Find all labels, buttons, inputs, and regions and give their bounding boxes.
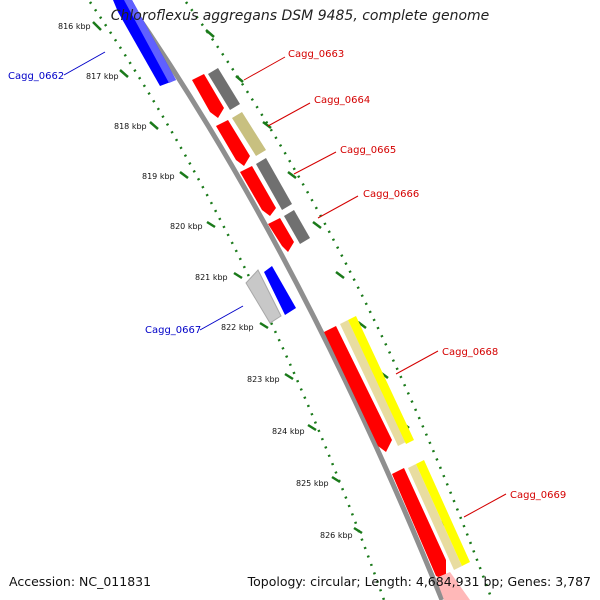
gene-red[interactable]	[216, 120, 250, 166]
gene-label-cagg-0664[interactable]: Cagg_0664	[314, 95, 370, 106]
forward-strand-genes	[192, 68, 470, 600]
kbp-label: 823 kbp	[247, 375, 280, 384]
kbp-label: 819 kbp	[142, 172, 175, 181]
gene-label-cagg-0663[interactable]: Cagg_0663	[288, 49, 344, 60]
gene-cagg-0665[interactable]	[256, 158, 292, 210]
leader-lines	[63, 51, 507, 518]
kbp-label: 820 kbp	[170, 222, 203, 231]
kbp-major-ticks	[92, 21, 363, 535]
genome-summary: Topology: circular; Length: 4,684,931 bp…	[247, 574, 591, 589]
gene-red[interactable]	[324, 326, 392, 452]
gene-paleyellow[interactable]	[408, 464, 462, 570]
reverse-strand-genes	[113, 0, 296, 324]
gene-label-cagg-0669[interactable]: Cagg_0669	[510, 490, 566, 501]
kbp-label: 817 kbp	[86, 72, 119, 81]
gene-red[interactable]	[268, 218, 294, 252]
gene-labels: Cagg_0662 Cagg_0663 Cagg_0664 Cagg_0665 …	[8, 49, 566, 501]
gene-cagg-0662-highlight	[124, 0, 176, 83]
kbp-label: 818 kbp	[114, 122, 147, 131]
gene-cagg-0667[interactable]	[264, 266, 296, 315]
kbp-label: 825 kbp	[296, 479, 329, 488]
kbp-label: 821 kbp	[195, 273, 228, 282]
gene-paleyellow[interactable]	[340, 320, 406, 446]
gene-faded	[436, 572, 470, 600]
gene-cagg-0666[interactable]	[284, 210, 310, 244]
kbp-label: 816 kbp	[58, 22, 91, 31]
gene-cagg-0668[interactable]	[348, 316, 414, 444]
kbp-label: 822 kbp	[221, 323, 254, 332]
gene-cagg-0663[interactable]	[208, 68, 240, 110]
gene-label-cagg-0665[interactable]: Cagg_0665	[340, 145, 396, 156]
gene-label-cagg-0668[interactable]: Cagg_0668	[442, 347, 498, 358]
gene-red[interactable]	[192, 74, 224, 118]
inner-tick-ring	[88, 1, 386, 600]
gene-label-cagg-0666[interactable]: Cagg_0666	[363, 189, 419, 200]
gene-cagg-0664[interactable]	[232, 112, 266, 156]
gene-lightgray[interactable]	[245, 269, 282, 324]
gene-red[interactable]	[240, 166, 276, 216]
kbp-labels: 816 kbp 817 kbp 818 kbp 819 kbp 820 kbp …	[58, 22, 353, 540]
gene-red[interactable]	[392, 468, 446, 580]
genome-backbone	[125, 0, 445, 600]
outer-tick-ring	[184, 1, 494, 600]
gene-label-cagg-0667[interactable]: Cagg_0667	[145, 325, 201, 336]
genome-title: Chloroflexus aggregans DSM 9485, complet…	[110, 8, 490, 24]
accession-label: Accession: NC_011831	[9, 574, 152, 589]
kbp-label: 826 kbp	[320, 531, 353, 540]
gene-cagg-0669[interactable]	[416, 460, 470, 566]
gene-label-cagg-0662[interactable]: Cagg_0662	[8, 71, 64, 82]
kbp-label: 824 kbp	[272, 427, 305, 436]
